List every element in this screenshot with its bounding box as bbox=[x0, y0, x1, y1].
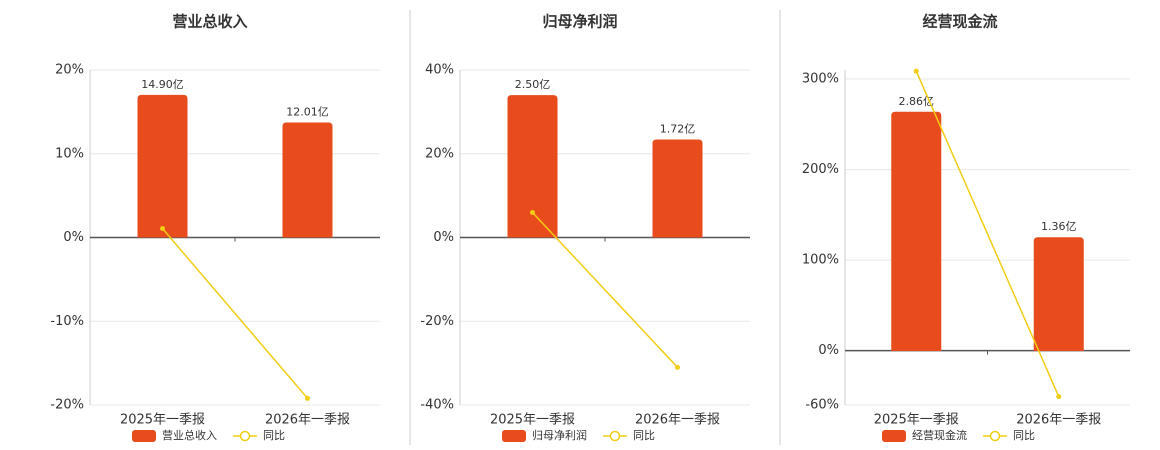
line-point bbox=[305, 395, 310, 401]
y-tick-label: 20% bbox=[55, 63, 84, 78]
y-tick-label: 0% bbox=[63, 230, 84, 245]
y-tick-label: 300% bbox=[802, 72, 839, 87]
line-point bbox=[913, 68, 919, 74]
bar bbox=[137, 94, 188, 238]
value-label: 14.90亿 bbox=[141, 78, 184, 91]
y-tick-label: 100% bbox=[802, 253, 839, 268]
line bbox=[531, 211, 679, 368]
value-label: 2.86亿 bbox=[899, 95, 935, 108]
line-point bbox=[160, 226, 165, 232]
chart-title: 经营现金流 bbox=[922, 13, 997, 31]
bar bbox=[891, 111, 942, 351]
y-tick-label: 40% bbox=[425, 63, 454, 78]
y-tick-label: 0% bbox=[818, 343, 839, 358]
x-tick-label: 2025年一季报 bbox=[120, 413, 205, 428]
value-label: 1.36亿 bbox=[1041, 220, 1077, 233]
y-tick-label: 200% bbox=[802, 162, 839, 177]
bar bbox=[507, 95, 558, 238]
y-tick-label: -60% bbox=[805, 398, 839, 413]
value-label: 2.50亿 bbox=[515, 78, 551, 91]
line-point bbox=[530, 210, 535, 216]
legend-marker bbox=[989, 430, 1001, 442]
chart-title: 归母净利润 bbox=[542, 13, 617, 31]
bar bbox=[282, 122, 333, 238]
legend-swatch bbox=[882, 430, 906, 442]
x-tick-label: 2026年一季报 bbox=[265, 413, 350, 428]
legend-marker bbox=[609, 430, 621, 442]
legend-label: 营业总收入 bbox=[162, 428, 217, 442]
line bbox=[161, 228, 309, 399]
x-tick-label: 2026年一季报 bbox=[1016, 413, 1101, 428]
value-label: 12.01亿 bbox=[286, 106, 329, 119]
line bbox=[915, 70, 1060, 397]
y-tick-label: -40% bbox=[420, 398, 454, 413]
bar bbox=[652, 139, 703, 238]
legend-label: 经营现金流 bbox=[912, 428, 967, 442]
x-tick-label: 2025年一季报 bbox=[490, 413, 575, 428]
x-tick-label: 2026年一季报 bbox=[635, 413, 720, 428]
legend-label: 同比 bbox=[633, 429, 655, 442]
legend-marker bbox=[239, 430, 251, 442]
line-point bbox=[1056, 394, 1062, 400]
legend-swatch bbox=[132, 430, 156, 442]
bar bbox=[1033, 237, 1084, 351]
x-tick-label: 2025年一季报 bbox=[874, 413, 959, 428]
chart-title: 营业总收入 bbox=[172, 13, 247, 31]
legend-swatch bbox=[502, 430, 526, 442]
y-tick-label: -10% bbox=[50, 314, 84, 329]
legend-label: 同比 bbox=[1013, 429, 1035, 442]
line-point bbox=[675, 364, 680, 370]
legend-label: 归母净利润 bbox=[532, 428, 587, 442]
y-tick-label: 20% bbox=[425, 146, 454, 161]
y-tick-label: 10% bbox=[55, 146, 84, 161]
y-tick-label: -20% bbox=[420, 314, 454, 329]
value-label: 1.72亿 bbox=[660, 123, 696, 136]
y-tick-label: -20% bbox=[50, 398, 84, 413]
legend-label: 同比 bbox=[263, 429, 285, 442]
y-tick-label: 0% bbox=[433, 230, 454, 245]
